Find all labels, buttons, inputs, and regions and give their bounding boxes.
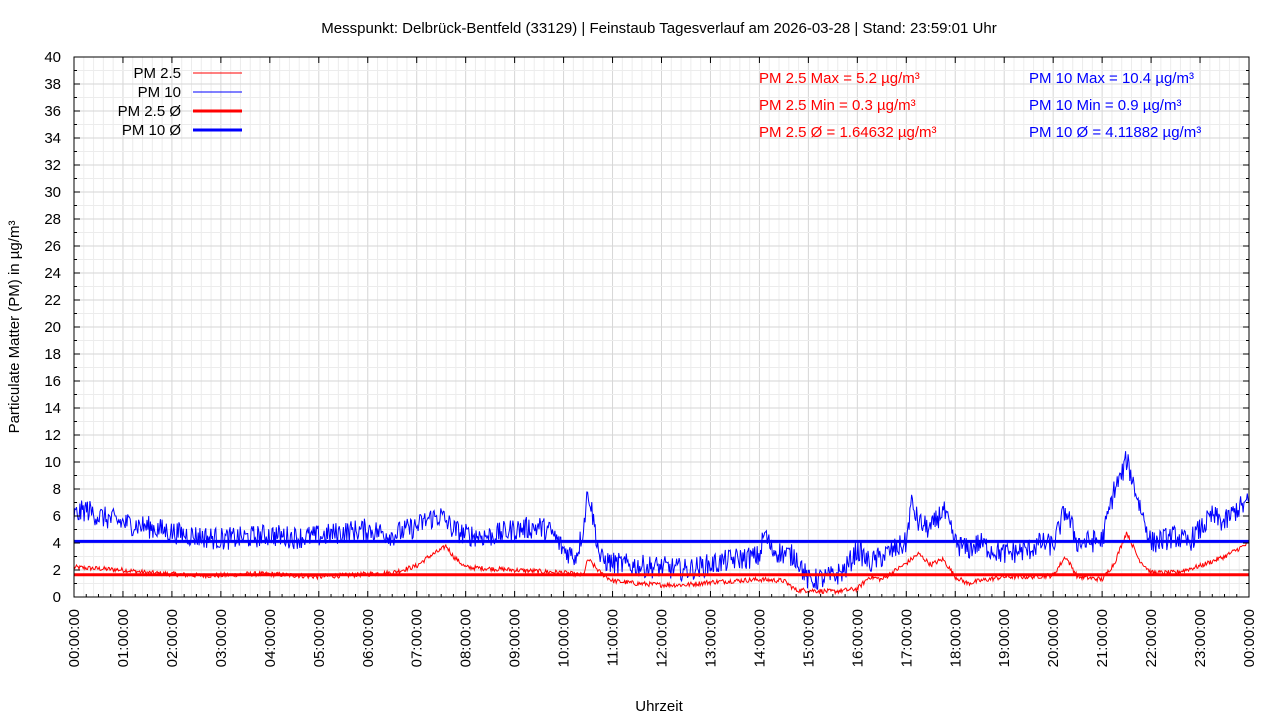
x-tick-label: 20:00:00 — [1045, 609, 1062, 667]
y-tick-label: 40 — [44, 49, 61, 66]
y-tick-label: 20 — [44, 319, 61, 336]
x-tick-label: 09:00:00 — [507, 609, 524, 667]
x-tick-label: 14:00:00 — [751, 609, 768, 667]
x-tick-label: 02:00:00 — [164, 609, 181, 667]
stat-annotation: PM 2.5 Min = 0.3 µg/m³ — [759, 97, 916, 114]
y-tick-label: 36 — [44, 103, 61, 120]
x-tick-label: 12:00:00 — [654, 609, 671, 667]
y-tick-label: 30 — [44, 184, 61, 201]
legend-label: PM 2.5 — [133, 65, 181, 82]
x-tick-label: 03:00:00 — [213, 609, 230, 667]
y-tick-label: 38 — [44, 76, 61, 93]
x-tick-label: 06:00:00 — [360, 609, 377, 667]
y-tick-label: 2 — [53, 562, 61, 579]
x-tick-label: 17:00:00 — [898, 609, 915, 667]
y-tick-label: 26 — [44, 238, 61, 255]
y-tick-label: 24 — [44, 265, 61, 282]
x-axis-label: Uhrzeit — [635, 698, 683, 715]
y-tick-label: 10 — [44, 454, 61, 471]
stat-annotation: PM 10 Ø = 4.11882 µg/m³ — [1029, 124, 1201, 141]
x-tick-label: 04:00:00 — [262, 609, 279, 667]
stat-annotation: PM 2.5 Ø = 1.64632 µg/m³ — [759, 124, 936, 141]
y-tick-label: 12 — [44, 427, 61, 444]
y-tick-label: 22 — [44, 292, 61, 309]
y-tick-label: 28 — [44, 211, 61, 228]
y-tick-label: 32 — [44, 157, 61, 174]
x-tick-label: 07:00:00 — [409, 609, 426, 667]
x-tick-label: 00:00:00 — [66, 609, 83, 667]
legend-label: PM 2.5 Ø — [118, 103, 182, 120]
stat-annotation: PM 10 Min = 0.9 µg/m³ — [1029, 97, 1181, 114]
y-tick-label: 14 — [44, 400, 61, 417]
y-tick-label: 6 — [53, 508, 61, 525]
x-tick-label: 00:00:00 — [1241, 609, 1258, 667]
x-tick-label: 21:00:00 — [1094, 609, 1111, 667]
legend-label: PM 10 Ø — [122, 122, 182, 139]
chart-title: Messpunkt: Delbrück-Bentfeld (33129) | F… — [321, 20, 996, 37]
series-layer — [73, 451, 1250, 596]
x-tick-label: 15:00:00 — [800, 609, 817, 667]
y-tick-label: 18 — [44, 346, 61, 363]
x-tick-label: 22:00:00 — [1143, 609, 1160, 667]
stats-annotations: PM 2.5 Max = 5.2 µg/m³ PM 2.5 Min = 0.3 µ… — [759, 70, 1201, 141]
x-tick-label: 11:00:00 — [605, 609, 622, 666]
x-tick-label: 19:00:00 — [996, 609, 1013, 667]
y-axis-label: Particulate Matter (PM) in µg/m³ — [6, 221, 23, 434]
y-tick-label: 34 — [44, 130, 61, 147]
legend-label: PM 10 — [138, 84, 181, 101]
axis-ticks: 024681012141618202224262830323436384000:… — [44, 49, 1258, 667]
x-tick-label: 16:00:00 — [849, 609, 866, 667]
x-tick-label: 05:00:00 — [311, 609, 328, 667]
x-tick-label: 18:00:00 — [947, 609, 964, 667]
y-tick-label: 0 — [53, 589, 61, 606]
x-tick-label: 10:00:00 — [556, 609, 573, 667]
stat-annotation: PM 2.5 Max = 5.2 µg/m³ — [759, 70, 920, 87]
y-tick-label: 16 — [44, 373, 61, 390]
x-tick-label: 13:00:00 — [702, 609, 719, 667]
legend: PM 2.5 PM 10 PM 2.5 Ø PM 10 Ø — [118, 65, 242, 139]
x-tick-label: 23:00:00 — [1192, 609, 1209, 667]
stat-annotation: PM 10 Max = 10.4 µg/m³ — [1029, 70, 1194, 87]
x-tick-label: 01:00:00 — [115, 609, 132, 667]
y-tick-label: 8 — [53, 481, 61, 498]
y-tick-label: 4 — [53, 535, 61, 552]
x-tick-label: 08:00:00 — [458, 609, 475, 667]
